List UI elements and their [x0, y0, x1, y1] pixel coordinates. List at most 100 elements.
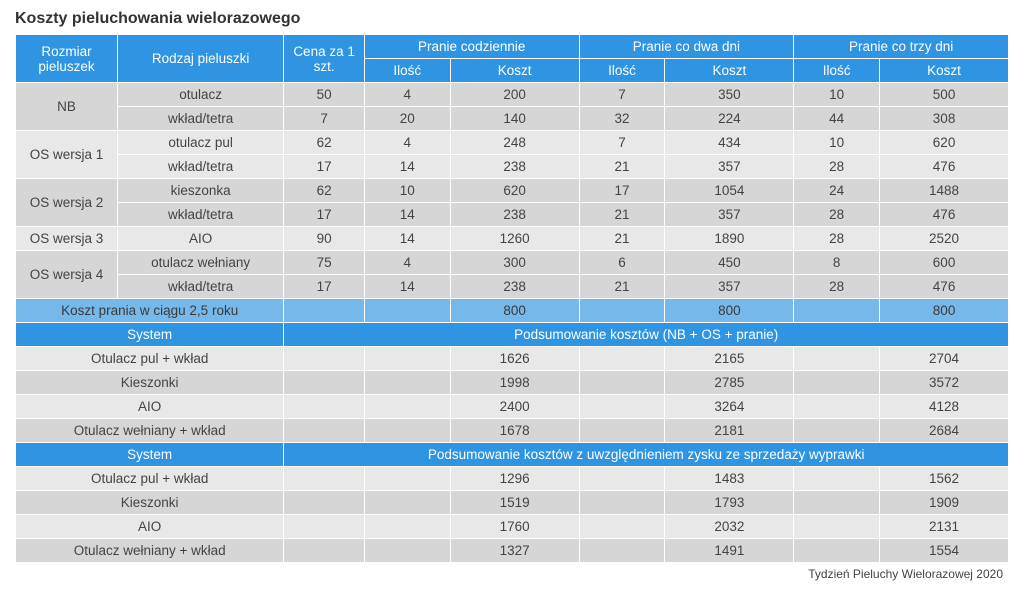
sum1-daily: 1678	[450, 419, 579, 443]
cell-price: 75	[284, 251, 365, 275]
cell-type: otulacz wełniany	[117, 251, 283, 275]
cell-type: otulacz	[117, 83, 283, 107]
cell-size: OS wersja 4	[16, 251, 118, 299]
cell-2days-cost: 357	[665, 275, 794, 299]
cell-2days-qty: 17	[579, 179, 665, 203]
cell-price: 7	[284, 107, 365, 131]
cell-3days-cost: 620	[880, 131, 1009, 155]
washing-rq	[794, 299, 880, 323]
sum1-label: Otulacz wełniany + wkład	[16, 419, 284, 443]
hdr-daily-qty: Ilość	[364, 59, 450, 83]
cell-type: wkład/tetra	[117, 275, 283, 299]
sum2-two: 1483	[665, 467, 794, 491]
sum1-label: Kieszonki	[16, 371, 284, 395]
cell-size: OS wersja 1	[16, 131, 118, 179]
sum2-three: 1909	[880, 491, 1009, 515]
cell-3days-cost: 1488	[880, 179, 1009, 203]
sum2-label: AIO	[16, 515, 284, 539]
washing-label: Koszt prania w ciągu 2,5 roku	[16, 299, 284, 323]
cell-2days-qty: 21	[579, 227, 665, 251]
washing-dq	[364, 299, 450, 323]
cell-3days-cost: 2520	[880, 227, 1009, 251]
cell-3days-cost: 500	[880, 83, 1009, 107]
cell-2days-cost: 434	[665, 131, 794, 155]
section1-right: Podsumowanie kosztów (NB + OS + pranie)	[284, 323, 1009, 347]
cell-daily-qty: 14	[364, 155, 450, 179]
sum2-label: Otulacz pul + wkład	[16, 467, 284, 491]
sum2-daily: 1327	[450, 539, 579, 563]
cell-daily-cost: 200	[450, 83, 579, 107]
cell-3days-qty: 44	[794, 107, 880, 131]
cell-2days-cost: 357	[665, 203, 794, 227]
cell-price: 62	[284, 131, 365, 155]
cell-daily-qty: 4	[364, 251, 450, 275]
cell-type: wkład/tetra	[117, 155, 283, 179]
section1-left: System	[16, 323, 284, 347]
cell-daily-qty: 10	[364, 179, 450, 203]
sum1-two: 2165	[665, 347, 794, 371]
cell-daily-qty: 14	[364, 275, 450, 299]
hdr-2days: Pranie co dwa dni	[579, 35, 794, 59]
hdr-size: Rozmiar pieluszek	[16, 35, 118, 83]
sum1-three: 2704	[880, 347, 1009, 371]
cell-2days-qty: 21	[579, 155, 665, 179]
cell-3days-qty: 28	[794, 155, 880, 179]
cell-size: OS wersja 2	[16, 179, 118, 227]
cell-3days-qty: 8	[794, 251, 880, 275]
washing-daily: 800	[450, 299, 579, 323]
hdr-daily: Pranie codziennie	[364, 35, 579, 59]
cell-2days-cost: 224	[665, 107, 794, 131]
cell-2days-qty: 7	[579, 83, 665, 107]
cell-daily-cost: 1260	[450, 227, 579, 251]
sum2-three: 2131	[880, 515, 1009, 539]
cell-2days-cost: 1054	[665, 179, 794, 203]
cell-type: AIO	[117, 227, 283, 251]
hdr-type: Rodzaj pieluszki	[117, 35, 283, 83]
cell-daily-qty: 20	[364, 107, 450, 131]
cell-daily-qty: 4	[364, 83, 450, 107]
cell-daily-qty: 4	[364, 131, 450, 155]
cell-2days-cost: 1890	[665, 227, 794, 251]
cell-price: 62	[284, 179, 365, 203]
cell-daily-qty: 14	[364, 203, 450, 227]
cell-2days-qty: 32	[579, 107, 665, 131]
sum1-label: AIO	[16, 395, 284, 419]
cell-3days-qty: 24	[794, 179, 880, 203]
cell-2days-cost: 450	[665, 251, 794, 275]
cell-3days-cost: 476	[880, 275, 1009, 299]
page-title: Koszty pieluchowania wielorazowego	[15, 10, 1009, 28]
cost-table: Rozmiar pieluszekRodzaj pieluszkiCena za…	[15, 34, 1009, 563]
cell-3days-cost: 308	[880, 107, 1009, 131]
hdr-3days: Pranie co trzy dni	[794, 35, 1009, 59]
cell-type: kieszonka	[117, 179, 283, 203]
sum1-label: Otulacz pul + wkład	[16, 347, 284, 371]
cell-daily-cost: 300	[450, 251, 579, 275]
cell-2days-qty: 6	[579, 251, 665, 275]
cell-daily-cost: 620	[450, 179, 579, 203]
cell-2days-cost: 350	[665, 83, 794, 107]
hdr-3days-cost: Koszt	[880, 59, 1009, 83]
cell-2days-qty: 21	[579, 203, 665, 227]
sum2-daily: 1519	[450, 491, 579, 515]
footer-note: Tydzień Pieluchy Wielorazowej 2020	[15, 567, 1009, 581]
hdr-price: Cena za 1 szt.	[284, 35, 365, 83]
hdr-2days-cost: Koszt	[665, 59, 794, 83]
washing-tq	[579, 299, 665, 323]
cell-3days-qty: 28	[794, 203, 880, 227]
cell-size: NB	[16, 83, 118, 131]
cell-3days-qty: 10	[794, 83, 880, 107]
sum2-daily: 1760	[450, 515, 579, 539]
cell-type: wkład/tetra	[117, 203, 283, 227]
cell-daily-cost: 238	[450, 203, 579, 227]
sum1-two: 2785	[665, 371, 794, 395]
washing-three: 800	[880, 299, 1009, 323]
cell-daily-cost: 248	[450, 131, 579, 155]
sum2-label: Kieszonki	[16, 491, 284, 515]
sum2-label: Otulacz wełniany + wkład	[16, 539, 284, 563]
cell-price: 90	[284, 227, 365, 251]
hdr-3days-qty: Ilość	[794, 59, 880, 83]
cell-3days-cost: 476	[880, 203, 1009, 227]
cell-price: 17	[284, 203, 365, 227]
sum1-three: 2684	[880, 419, 1009, 443]
sum2-three: 1554	[880, 539, 1009, 563]
